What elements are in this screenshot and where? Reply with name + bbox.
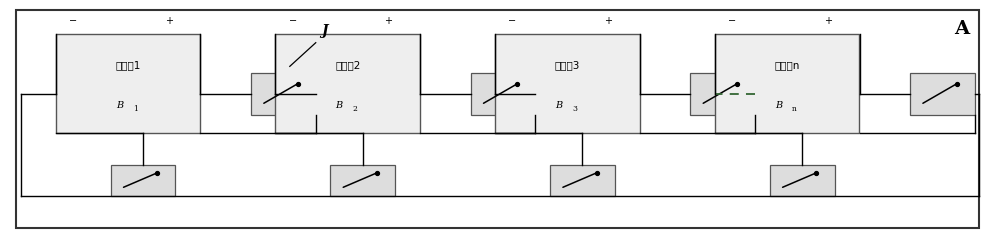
Text: +: + xyxy=(165,16,173,26)
Bar xyxy=(770,165,835,196)
Text: 2: 2 xyxy=(353,105,358,113)
Text: +: + xyxy=(604,16,612,26)
Text: −: − xyxy=(289,16,297,26)
Bar xyxy=(715,34,859,133)
Bar xyxy=(690,74,755,115)
Text: 电池卦3: 电池卦3 xyxy=(555,61,580,71)
Bar xyxy=(910,74,975,115)
Bar xyxy=(275,34,420,133)
Text: B: B xyxy=(555,101,562,110)
Text: −: − xyxy=(508,16,516,26)
Text: B: B xyxy=(336,101,343,110)
Text: 1: 1 xyxy=(133,105,138,113)
Bar xyxy=(550,165,615,196)
Bar xyxy=(111,165,175,196)
Text: +: + xyxy=(824,16,832,26)
Text: A: A xyxy=(954,20,969,38)
Text: 3: 3 xyxy=(572,105,577,113)
Text: 电池卦1: 电池卦1 xyxy=(115,61,141,71)
Text: J: J xyxy=(321,24,327,38)
Text: +: + xyxy=(384,16,392,26)
Bar xyxy=(56,34,200,133)
Bar xyxy=(471,74,535,115)
Text: −: − xyxy=(69,16,77,26)
Text: B: B xyxy=(775,101,782,110)
Bar xyxy=(495,34,640,133)
Bar xyxy=(330,165,395,196)
Text: −: − xyxy=(728,16,736,26)
Text: 电池卦n: 电池卦n xyxy=(774,61,800,71)
Text: n: n xyxy=(792,105,797,113)
Text: 电池卦2: 电池卦2 xyxy=(335,61,360,71)
Bar xyxy=(251,74,316,115)
Text: B: B xyxy=(116,101,123,110)
